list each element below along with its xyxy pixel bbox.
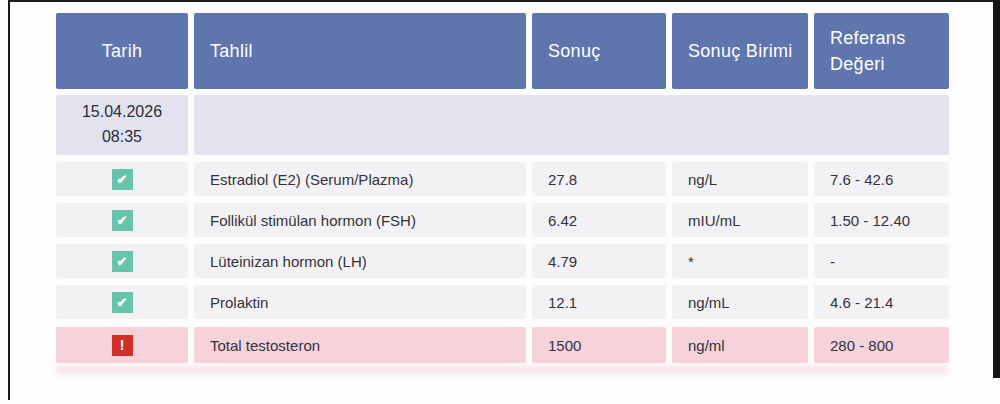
unit-cell: ng/L [672,162,808,196]
photo-frame-top-edge [8,0,1000,2]
table-row: ✔ Follikül stimülan hormon (FSH) 6.42 mI… [56,203,949,237]
photo-shadow-artifact [56,367,949,373]
test-name-cell: Follikül stimülan hormon (FSH) [194,203,526,237]
status-cell: ✔ [56,244,188,278]
result-cell: 27.8 [532,162,666,196]
status-cell: ! [56,327,188,363]
reference-cell: 1.50 - 12.40 [814,203,949,237]
header-date: Tarih [56,13,188,89]
unit-cell: ng/mL [672,285,808,319]
table-row-out-of-range: ! Total testosteron 1500 ng/ml 280 - 800 [56,327,949,363]
reference-cell: - [814,244,949,278]
unit-cell: ng/ml [672,327,808,363]
result-cell: 4.79 [532,244,666,278]
alert-icon: ! [112,335,133,356]
test-name-cell: Total testosteron [194,327,526,363]
result-cell: 12.1 [532,285,666,319]
sample-date: 15.04.2026 [82,100,162,125]
test-name-cell: Lüteinizan hormon (LH) [194,244,526,278]
status-cell: ✔ [56,203,188,237]
status-cell: ✔ [56,285,188,319]
test-name-cell: Estradiol (E2) (Serum/Plazma) [194,162,526,196]
test-name-cell: Prolaktin [194,285,526,319]
table-row: ✔ Prolaktin 12.1 ng/mL 4.6 - 21.4 [56,285,949,319]
photo-frame-right-edge [993,0,1000,378]
header-reference-range: Referans Değeri [814,13,949,89]
header-test: Tahlil [194,13,526,89]
header-result-unit: Sonuç Birimi [672,13,808,89]
table-row: ✔ Lüteinizan hormon (LH) 4.79 * - [56,244,949,278]
result-cell: 6.42 [532,203,666,237]
photo-frame-left-edge [8,0,10,400]
table-header-row: Tarih Tahlil Sonuç Sonuç Birimi Referans… [56,13,949,89]
unit-cell: * [672,244,808,278]
sample-time: 08:35 [102,125,142,150]
check-icon: ✔ [112,210,133,231]
check-icon: ✔ [112,169,133,190]
lab-results-table: Tarih Tahlil Sonuç Sonuç Birimi Referans… [56,13,949,373]
header-result: Sonuç [532,13,666,89]
reference-cell: 280 - 800 [814,327,949,363]
date-cell: 15.04.2026 08:35 [56,95,188,155]
unit-cell: mIU/mL [672,203,808,237]
check-icon: ✔ [112,292,133,313]
status-cell: ✔ [56,162,188,196]
date-group-row: 15.04.2026 08:35 [56,95,949,155]
lab-results-photo: Tarih Tahlil Sonuç Sonuç Birimi Referans… [0,0,1000,404]
table-row: ✔ Estradiol (E2) (Serum/Plazma) 27.8 ng/… [56,162,949,196]
reference-cell: 7.6 - 42.6 [814,162,949,196]
result-cell: 1500 [532,327,666,363]
reference-cell: 4.6 - 21.4 [814,285,949,319]
date-group-spacer [194,95,949,155]
check-icon: ✔ [112,251,133,272]
